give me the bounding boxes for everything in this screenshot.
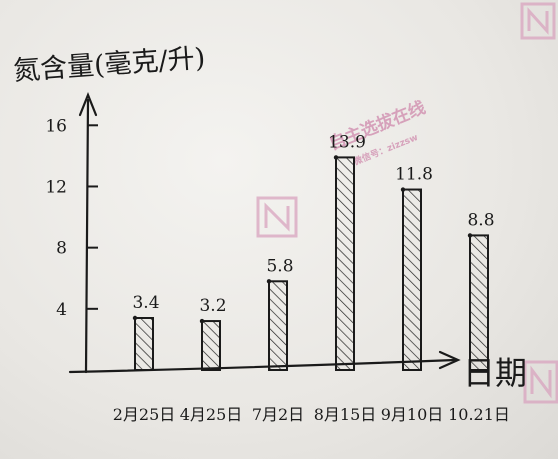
x-axis xyxy=(68,350,461,374)
x-tick-label: 4月25日 xyxy=(180,405,243,424)
bar-value-label: 11.8 xyxy=(395,165,433,185)
bar-top-dot xyxy=(400,187,406,192)
bar-value-label: 3.4 xyxy=(132,293,159,313)
y-tick-label: 12 xyxy=(45,177,67,197)
bar-value-label: 3.2 xyxy=(199,296,226,316)
bar-top-dot xyxy=(467,233,473,238)
y-axis xyxy=(78,92,98,374)
bar xyxy=(268,280,288,372)
bar xyxy=(335,156,355,371)
bar xyxy=(201,320,221,372)
bar-top-dot xyxy=(199,318,205,324)
bar-value-label: 8.8 xyxy=(467,210,494,230)
bar-top-dot xyxy=(333,155,339,160)
bar xyxy=(134,317,154,371)
x-tick-label: 9月10日 xyxy=(381,405,444,424)
bar xyxy=(402,188,422,371)
watermark-logo xyxy=(256,2,558,404)
bar-value-label: 13.9 xyxy=(328,132,366,152)
bar-top-dot xyxy=(266,279,272,284)
x-tick-label: 10.21日 xyxy=(448,405,510,424)
y-tick-label: 16 xyxy=(45,116,67,136)
x-tick-label: 2月25日 xyxy=(113,405,176,424)
y-tick-label: 4 xyxy=(56,300,67,320)
x-tick-label: 7月2日 xyxy=(252,405,304,424)
bar-value-label: 5.8 xyxy=(266,256,293,276)
bar-top-dot xyxy=(132,315,138,321)
bar xyxy=(469,234,489,371)
x-tick-label: 8月15日 xyxy=(314,405,377,424)
y-axis-title: 氮含量(毫克/升) xyxy=(12,43,206,87)
y-tick-label: 8 xyxy=(56,239,67,259)
